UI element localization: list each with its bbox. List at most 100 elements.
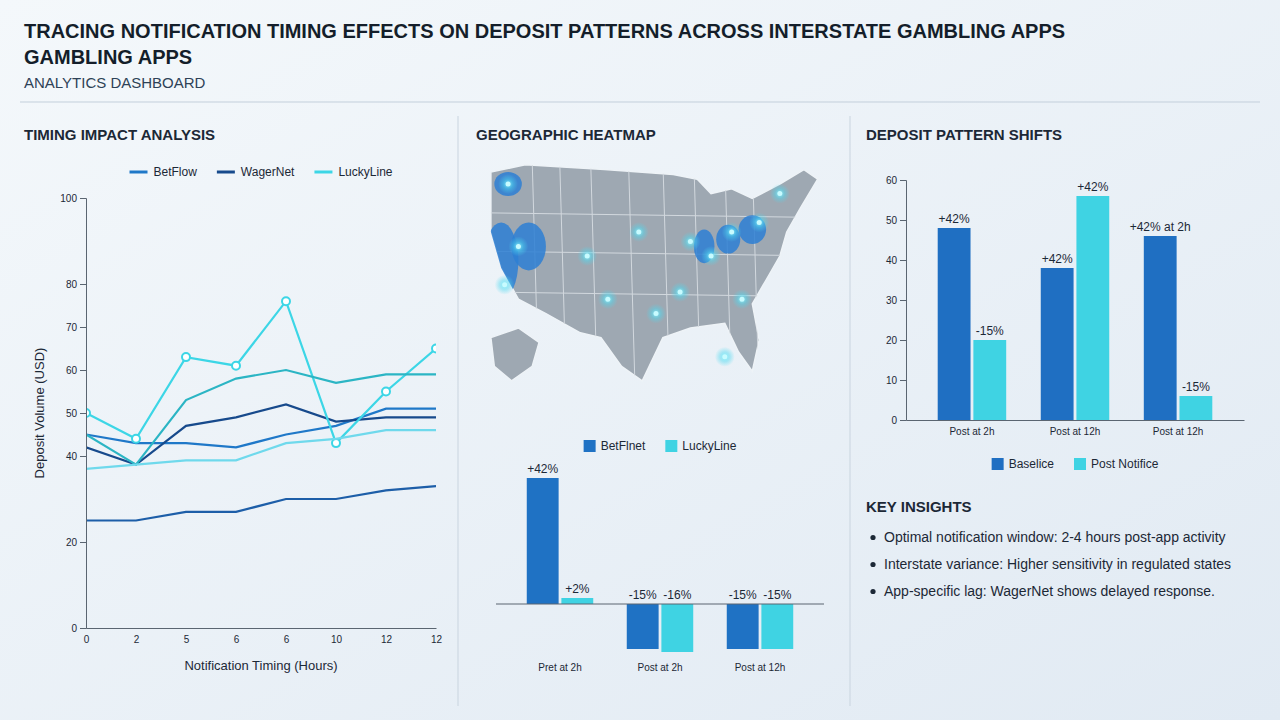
plot-marks <box>527 478 793 652</box>
tick: 0 <box>71 623 86 634</box>
legend-swatch <box>665 440 677 452</box>
map-highlight <box>494 172 522 196</box>
tick-label: 40 <box>66 451 78 462</box>
y-axis: 0102030405060 <box>886 175 907 426</box>
tick-mark <box>80 284 86 285</box>
legend-swatch <box>992 458 1004 470</box>
legend-swatch <box>314 171 332 174</box>
axis-line <box>907 420 1245 421</box>
map-hotspot <box>732 289 752 309</box>
chart-title: DEPOSIT PATTERN SHIFTS <box>866 126 1062 143</box>
legend-label: BetFlnet <box>601 439 646 453</box>
bullet <box>870 562 875 567</box>
data-label: -15% <box>629 588 657 602</box>
map-hotspot <box>508 236 528 256</box>
legend-item: LuckyLine <box>314 165 392 179</box>
bullet <box>870 535 875 540</box>
state-line <box>752 160 759 400</box>
map-hotspot-core <box>585 254 590 259</box>
tick-mark <box>900 380 906 381</box>
axis-title: Deposit Volume (USD) <box>32 348 47 479</box>
insight-text: Optimal notification window: 2-4 hours p… <box>884 529 1226 545</box>
dashboard: TRACING NOTIFICATION TIMING EFFECTS ON D… <box>0 0 1280 720</box>
legend-swatch <box>217 171 235 174</box>
tick: 0 <box>891 415 906 426</box>
tick-label: 5 <box>184 634 190 645</box>
tick-mark <box>80 413 86 414</box>
map-hotspot <box>670 282 690 302</box>
map-hotspot <box>770 184 790 204</box>
state-line <box>663 160 670 400</box>
panel-divider <box>850 116 851 706</box>
tick: 6 <box>234 634 240 645</box>
x-axis: 02566101212 <box>84 629 443 646</box>
tick-label: 6 <box>234 634 240 645</box>
header: TRACING NOTIFICATION TIMING EFFECTS ON D… <box>20 20 1260 102</box>
bar-chart: DEPOSIT PATTERN SHIFTS +42% +42% +42% at 2h… <box>866 126 1245 471</box>
axis-line <box>87 628 437 629</box>
map-hotspot <box>498 174 518 194</box>
map-hotspot-core <box>605 297 610 302</box>
map-hotspot <box>680 232 700 252</box>
marker <box>232 362 240 370</box>
bar-labels: +42%-15%-15%+2%-16%-15% <box>527 462 791 602</box>
state-lines <box>484 160 828 400</box>
tick-label: 20 <box>886 335 898 346</box>
x-axis: Pret at 2hPost at 2hPost at 12h <box>538 662 785 673</box>
tick-label: 6 <box>284 634 290 645</box>
annotation: +42% at 2h <box>1130 220 1191 234</box>
legend-item: Post Notifice <box>1074 457 1159 471</box>
data-label: +2% <box>565 582 590 596</box>
legend-swatch <box>1074 458 1086 470</box>
bar <box>627 604 659 649</box>
dashboard-title: TRACING NOTIFICATION TIMING EFFECTS ON D… <box>24 20 1065 42</box>
legend-item: BetFlow <box>130 165 198 179</box>
data-label: -16% <box>663 588 691 602</box>
annotation: +42% <box>1042 252 1073 266</box>
tick-label: 50 <box>66 408 78 419</box>
dashboard-title: GAMBLING APPS <box>24 46 192 68</box>
tick-mark <box>80 198 86 199</box>
legend-label: Post Notifice <box>1091 457 1159 471</box>
tick-label: 80 <box>66 279 78 290</box>
map-hotspot-core <box>678 290 683 295</box>
insights: KEY INSIGHTS Optimal notification window:… <box>866 498 1231 599</box>
tick: 40 <box>886 255 906 266</box>
map-hotspot <box>629 222 649 242</box>
legend-swatch <box>584 440 596 452</box>
map-hotspot <box>749 212 769 232</box>
legend-label: WagerNet <box>241 165 295 179</box>
tick: 10 <box>331 634 343 645</box>
tick: 0 <box>84 634 90 645</box>
data-label: -15% <box>763 588 791 602</box>
bar <box>727 604 759 649</box>
state-line <box>591 160 598 400</box>
state-line <box>484 213 828 218</box>
insight-text: App-specific lag: WagerNet shows delayed… <box>884 583 1215 599</box>
line-chart: TIMING IMPACT ANALYSIS020405060708010002… <box>24 126 442 673</box>
panel-divider <box>458 116 459 706</box>
map-hotspot <box>722 222 742 242</box>
legend-item: LuckyLine <box>665 439 736 453</box>
bar-labels: +42%+42%+42% at 2h-15%+42%-15% <box>939 180 1211 394</box>
tick-mark <box>80 327 86 328</box>
tick: 10 <box>886 375 906 386</box>
map-hotspot-core <box>757 220 762 225</box>
bar-chart: +42%-15%-15%+2%-16%-15%Pret at 2hPost at… <box>496 439 824 673</box>
tick-mark <box>80 542 86 543</box>
tick-label: 60 <box>886 175 898 186</box>
legend-item: WagerNet <box>217 165 295 179</box>
annotation: +42% <box>939 212 970 226</box>
map-hotspot-core <box>636 230 641 235</box>
legend-label: LuckyLine <box>682 439 736 453</box>
tick-mark <box>80 456 86 457</box>
map-highlight <box>512 222 546 270</box>
tick-label: Post at 2h <box>949 426 994 437</box>
bullet <box>870 589 875 594</box>
bar <box>1076 196 1109 420</box>
text-line: App-specific lag: WagerNet shows delayed… <box>884 583 1215 599</box>
axis-line <box>80 199 87 629</box>
panel-title: GEOGRAPHIC HEATMAP <box>476 126 656 143</box>
panel-title: KEY INSIGHTS <box>866 498 972 515</box>
bar <box>973 340 1006 420</box>
